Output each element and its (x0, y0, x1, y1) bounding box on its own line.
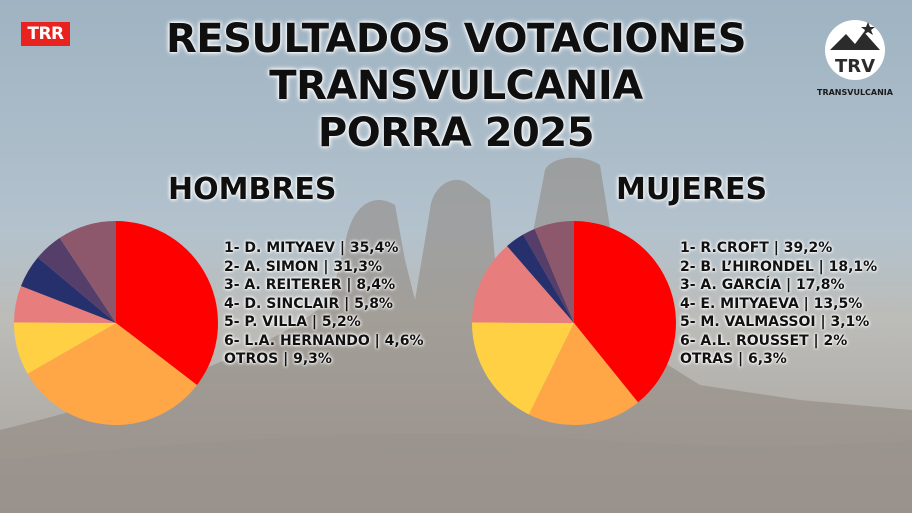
hombres-legend-item-5: 5- P. VILLA | 5,2% (224, 314, 361, 330)
hombres-legend: 1- D. MITYAEV | 35,4% 2- A. SIMON | 31,3… (224, 239, 424, 369)
mujeres-legend-item-4: 4- E. MITYAEVA | 13,5% (680, 295, 863, 312)
mujeres-pie-slice-7 (534, 221, 574, 323)
mountain-icon (830, 32, 880, 50)
mujeres-legend-item-3: 3- A. GARCÍA | 17,8% (680, 277, 845, 293)
mujeres-legend-item-6: 6- A.L. ROUSSET | 2% (680, 332, 848, 349)
hombres-legend-item-otros: OTROS | 9,3% (224, 351, 332, 367)
hombres-pie-slice-1 (116, 221, 219, 386)
mujeres-legend-item-otras: OTRAS | 6,3% (680, 351, 787, 367)
hombres-legend-item-4: 4- D. SINCLAIR | 5,8% (224, 295, 393, 312)
hombres-legend-item-6: 6- L.A. HERNANDO | 4,6% (224, 332, 424, 349)
mujeres-pie-slice-2 (528, 323, 639, 425)
hombres-pie-chart (13, 221, 219, 425)
mujeres-pie-slice-1 (574, 221, 676, 403)
mujeres-legend-item-2: 2- B. L’HIRONDEL | 18,1% (680, 258, 878, 275)
mujeres-pie-slice-3 (471, 322, 574, 415)
trv-monogram: TRV (835, 56, 875, 77)
page-title: RESULTADOS VOTACIONES TRANSVULCANIA PORR… (100, 16, 812, 157)
mujeres-title: MUJERES (616, 172, 768, 207)
trr-logo-text: TRR (27, 24, 64, 44)
mujeres-legend-item-1: 1- R.CROFT | 39,2% (680, 240, 833, 256)
hombres-pie-slice-4 (14, 286, 116, 323)
mujeres-legend-item-5: 5- M. VALMASSOI | 3,1% (680, 314, 870, 330)
hombres-legend-item-3: 3- A. REITERER | 8,4% (224, 277, 396, 293)
title-line-2: TRANSVULCANIA (269, 63, 643, 109)
hombres-pie-slice-5 (20, 257, 116, 323)
star-icon (861, 22, 875, 35)
mujeres-legend: 1- R.CROFT | 39,2% 2- B. L’HIRONDEL | 18… (680, 239, 877, 369)
mujeres-pie-slice-4 (472, 246, 574, 323)
title-line-1: RESULTADOS VOTACIONES (165, 16, 747, 62)
title-line-3: PORRA 2025 (317, 110, 595, 156)
transvulcania-logo-text: TRANSVULCANIA (817, 88, 894, 97)
transvulcania-logo: TRV TRANSVULCANIA (817, 20, 894, 97)
mujeres-pie-chart (471, 221, 676, 425)
hombres-legend-item-1: 1- D. MITYAEV | 35,4% (224, 240, 399, 256)
trr-logo: TRR (21, 22, 70, 46)
hombres-legend-item-2: 2- A. SIMON | 31,3% (224, 258, 382, 275)
mujeres-pie-slice-6 (523, 228, 574, 323)
hombres-pie-slice-2 (27, 323, 197, 425)
hombres-pie-slice-3 (13, 322, 117, 374)
mujeres-pie-slice-5 (507, 234, 574, 323)
hombres-pie-slice-6 (37, 237, 116, 323)
hombres-title: HOMBRES (168, 172, 337, 207)
hombres-pie-slice-7 (59, 221, 116, 323)
